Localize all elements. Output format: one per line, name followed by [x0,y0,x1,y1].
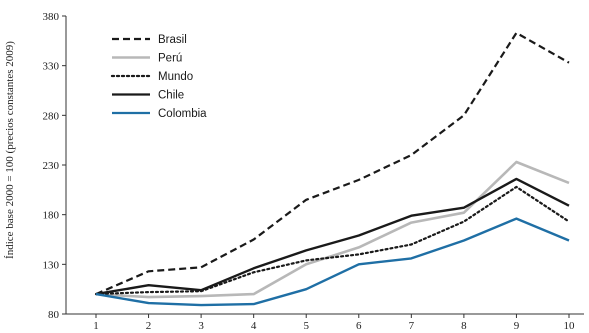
tick-labels: 80 130 180 230 280 330 380 1 2 3 4 5 6 7 8 9 10 [43,11,576,332]
series-line-chile [95,177,570,296]
axes [62,15,584,318]
y-tick-label: 80 [48,309,60,321]
series-line-mundo [94,185,571,296]
x-tick-label: 3 [198,320,204,332]
x-tick-label: 8 [461,320,467,332]
legend-label: Mundo [158,71,193,83]
legend-label: Brasil [158,34,187,46]
y-tick-label: 280 [43,110,60,122]
x-tick-label: 2 [146,320,152,332]
series-line-brasil [95,31,570,296]
x-tick-label: 4 [251,320,257,332]
series-line-colombia [95,217,570,307]
legend-label: Chile [158,90,184,102]
legend: Brasil Perú Mundo Chile Colombia [110,34,207,120]
y-tick-label: 230 [43,160,60,172]
x-tick-label: 1 [93,320,99,332]
x-tick-label: 6 [356,320,362,332]
legend-label: Colombia [158,108,207,120]
y-axis-title: Índice base 2000 = 100 (precios constant… [4,41,16,259]
series-line-per [95,160,570,299]
x-tick-label: 10 [564,320,576,332]
x-tick-label: 7 [409,320,415,332]
y-tick-label: 130 [43,259,60,271]
x-tick-label: 9 [514,320,520,332]
x-tick-label: 5 [303,320,309,332]
y-tick-label: 330 [43,61,60,73]
legend-label: Perú [158,53,182,65]
y-tick-label: 380 [43,11,60,23]
series-lines [94,31,571,307]
y-tick-label: 180 [43,210,60,222]
